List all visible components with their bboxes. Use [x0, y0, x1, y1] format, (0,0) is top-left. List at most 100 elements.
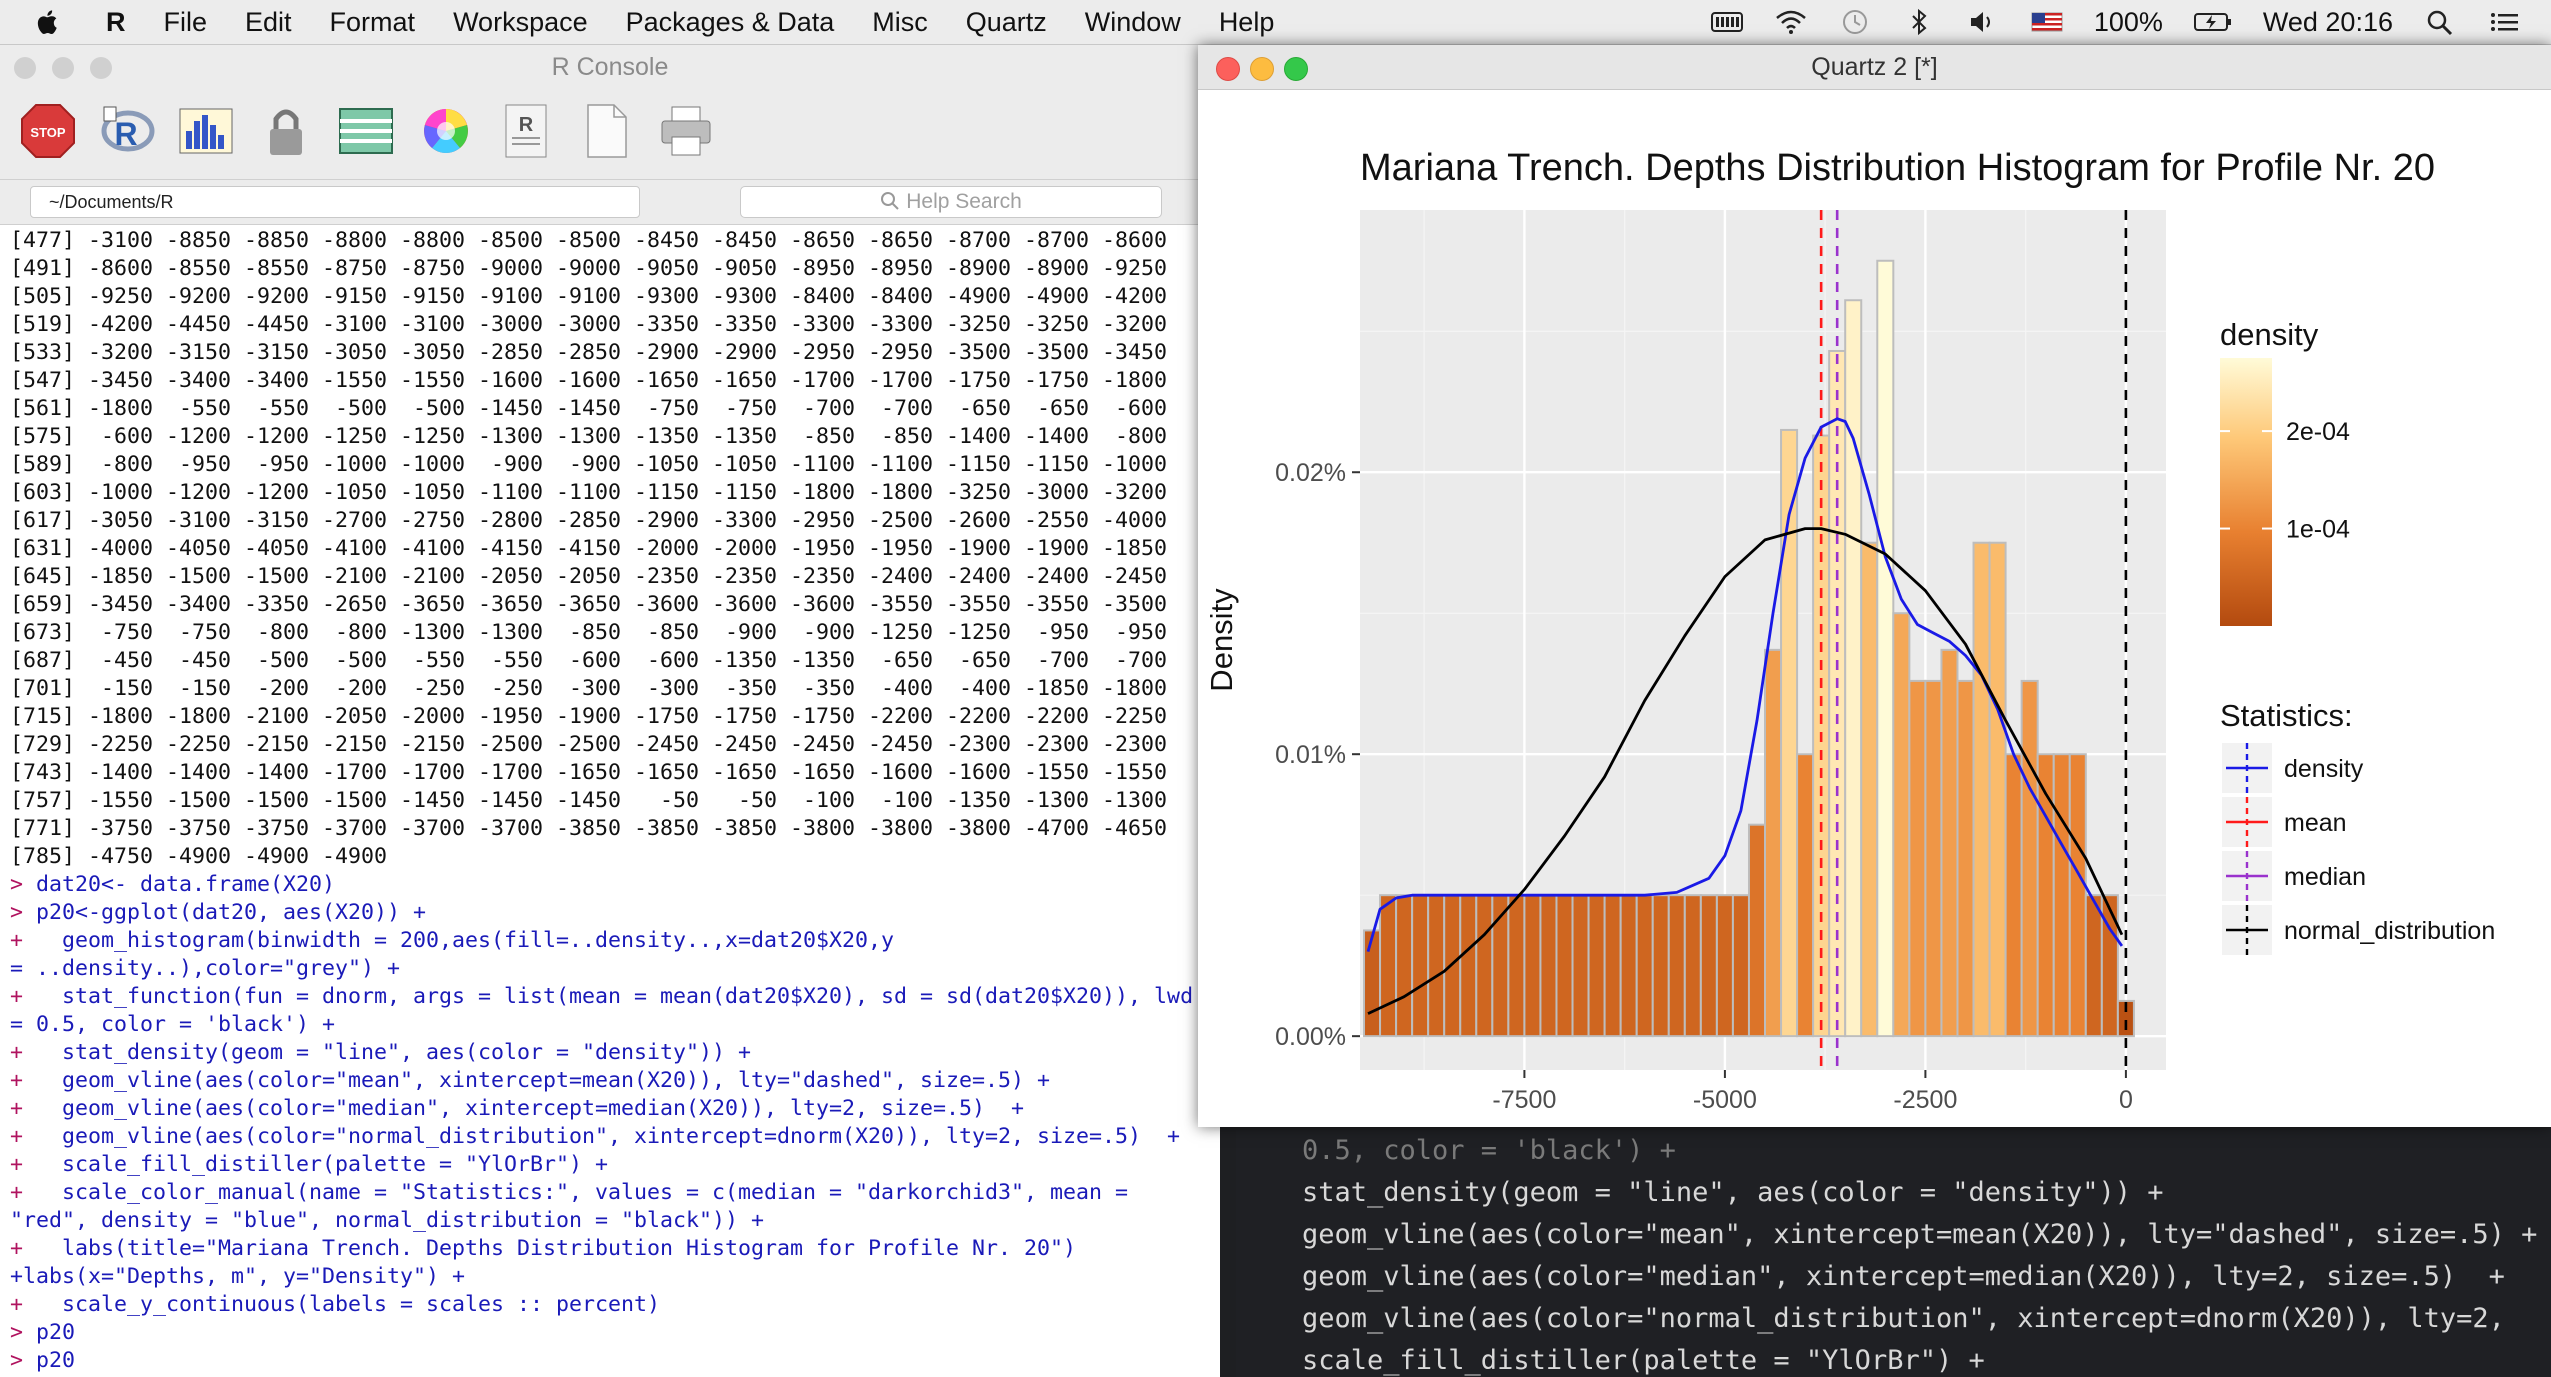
console-output-line: [491] -8600 -8550 -8550 -8750 -8750 -900… — [10, 256, 1168, 281]
console-output-line: [659] -3450 -3400 -3350 -2650 -3650 -365… — [10, 592, 1168, 617]
console-output[interactable]: [477] -3100 -8850 -8850 -8800 -8800 -850… — [10, 227, 1220, 1375]
r-source-icon[interactable]: R — [96, 101, 156, 161]
menu-help[interactable]: Help — [1218, 6, 1275, 37]
r-doc-icon[interactable]: R — [496, 101, 556, 161]
menu-packages-data[interactable]: Packages & Data — [625, 6, 835, 37]
console-command-line: + labs(title="Mariana Trench. Depths Dis… — [10, 1235, 1220, 1263]
prompt-symbol: + — [10, 1180, 37, 1205]
close-button[interactable] — [1216, 57, 1240, 81]
editor-line: geom_vline(aes(color="mean", xintercept=… — [1302, 1219, 2538, 1250]
y-tick-label: 0.02% — [1275, 459, 1346, 487]
console-command-line: + stat_density(geom = "line", aes(color … — [10, 1039, 1220, 1067]
r-console-titlebar[interactable]: R Console — [0, 45, 1220, 89]
menu-workspace[interactable]: Workspace — [453, 6, 588, 37]
close-button[interactable] — [14, 57, 36, 79]
histogram-bar — [1667, 894, 1686, 1038]
bluetooth-icon[interactable] — [1902, 8, 1936, 36]
legend-entry-label: density — [2284, 755, 2364, 783]
stop-icon[interactable]: STOP — [18, 101, 78, 161]
console-output-line: [505] -9250 -9200 -9200 -9150 -9150 -910… — [10, 284, 1168, 309]
histogram-bar — [2004, 753, 2023, 1038]
working-directory-field[interactable]: ~/Documents/R — [30, 186, 640, 218]
color-wheel-icon[interactable] — [416, 101, 476, 161]
histogram-bar — [1924, 679, 1943, 1038]
svg-text:STOP: STOP — [30, 125, 65, 140]
histogram-bar — [1411, 894, 1430, 1038]
color-legend-title: Statistics: — [2220, 698, 2353, 733]
window-title: R Console — [551, 53, 669, 81]
menubar-clock[interactable]: Wed 20:16 — [2262, 6, 2393, 37]
histogram-bar — [1395, 894, 1414, 1038]
prompt-symbol: + — [10, 1096, 37, 1121]
x-axis-label: Depths, m — [1692, 1125, 1833, 1127]
volume-icon[interactable] — [1966, 8, 2000, 36]
r-console-toolbar: STOP R R — [0, 89, 1220, 180]
quartz-titlebar[interactable]: Quartz 2 [*] — [1198, 45, 2551, 90]
notification-center-icon[interactable] — [2487, 8, 2521, 36]
histogram-bar — [1523, 894, 1542, 1038]
time-machine-icon[interactable] — [1838, 8, 1872, 36]
svg-text:R: R — [114, 116, 137, 152]
menu-window[interactable]: Window — [1084, 6, 1181, 37]
colorbar-label: 2e-04 — [2286, 418, 2350, 446]
apple-menu-icon[interactable] — [28, 7, 70, 37]
legend-entry-label: median — [2284, 863, 2366, 891]
new-doc-icon[interactable] — [576, 101, 636, 161]
console-output-line: [603] -1000 -1200 -1200 -1050 -1050 -110… — [10, 480, 1168, 505]
histogram-bar — [1459, 894, 1478, 1038]
spotlight-search-icon[interactable] — [2423, 8, 2457, 36]
command-text: scale_fill_distiller(palette = "YlOrBr")… — [36, 1152, 609, 1177]
histogram-bar — [1363, 929, 1382, 1038]
zoom-button[interactable] — [90, 57, 112, 79]
wifi-icon[interactable] — [1774, 8, 1808, 36]
menu-quartz[interactable]: Quartz — [965, 6, 1047, 37]
histogram-bar — [1972, 541, 1991, 1038]
zoom-button[interactable] — [1284, 57, 1308, 81]
histogram-bar — [1892, 612, 1911, 1038]
grid-table-icon[interactable] — [336, 101, 396, 161]
command-text: geom_vline(aes(color="normal_distributio… — [36, 1124, 1181, 1149]
menu-file[interactable]: File — [163, 6, 208, 37]
code-editor-background[interactable]: 0.5, color = 'black') + stat_density(geom… — [1236, 1130, 2551, 1377]
lock-icon[interactable] — [256, 101, 316, 161]
console-output-line: [771] -3750 -3750 -3750 -3700 -3700 -370… — [10, 816, 1168, 841]
console-command-line: + geom_vline(aes(color="mean", xintercep… — [10, 1067, 1220, 1095]
y-axis-label: Density — [1204, 588, 1239, 692]
command-text: scale_color_manual(name = "Statistics:",… — [36, 1180, 1129, 1205]
command-text: dat20<- data.frame(X20) — [36, 872, 336, 897]
curve-density — [1366, 417, 2124, 952]
minimize-button[interactable] — [1250, 57, 1274, 81]
command-text: = 0.5, color = 'black') + — [10, 1012, 336, 1037]
chart-title: Mariana Trench. Depths Distribution Hist… — [1360, 147, 2435, 189]
editor-line: 0.5, color = 'black') + — [1302, 1135, 1676, 1166]
console-output-line: [547] -3450 -3400 -3400 -1550 -1550 -160… — [10, 368, 1168, 393]
console-output-line: [743] -1400 -1400 -1400 -1700 -1700 -170… — [10, 760, 1168, 785]
console-command-line: + scale_color_manual(name = "Statistics:… — [10, 1179, 1220, 1207]
console-output-line: [729] -2250 -2250 -2150 -2150 -2150 -250… — [10, 732, 1168, 757]
help-search-field[interactable]: Help Search — [740, 186, 1162, 218]
command-text: = ..density..),color="grey") + — [10, 956, 401, 981]
minimize-button[interactable] — [52, 57, 74, 79]
print-icon[interactable] — [656, 101, 716, 161]
keyboard-icon[interactable] — [1710, 8, 1744, 36]
histogram-plot: Mariana Trench. Depths Distribution Hist… — [1204, 147, 2495, 1127]
menu-format[interactable]: Format — [329, 6, 416, 37]
histogram-bar — [1619, 894, 1638, 1038]
us-flag-icon[interactable] — [2030, 8, 2064, 36]
battery-charging-icon[interactable] — [2193, 8, 2233, 36]
editor-line: stat_density(geom = "line", aes(color = … — [1302, 1177, 2164, 1208]
menu-app-r[interactable]: R — [106, 6, 126, 37]
histogram-bar — [1635, 894, 1654, 1038]
menu-misc[interactable]: Misc — [872, 6, 928, 37]
histogram-bar — [2052, 753, 2071, 1038]
command-text: "red", density = "blue", normal_distribu… — [10, 1208, 765, 1233]
prompt-symbol: > — [10, 1320, 37, 1345]
legend-entry-label: mean — [2284, 809, 2347, 837]
histogram-bar — [1796, 753, 1815, 1038]
prompt-symbol: > — [10, 900, 37, 925]
console-output-line: [589] -800 -950 -950 -1000 -1000 -900 -9… — [10, 452, 1168, 477]
histogram-bar — [1571, 894, 1590, 1038]
chart-icon[interactable] — [176, 101, 236, 161]
prompt-symbol: > — [10, 872, 37, 897]
menu-edit[interactable]: Edit — [245, 6, 292, 37]
